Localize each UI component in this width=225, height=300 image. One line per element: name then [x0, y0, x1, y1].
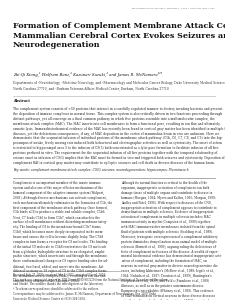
Text: Although its normal function is critical to the health of the
organism, inapprop: Although its normal function is critical…	[121, 181, 222, 300]
Text: Zhi-Qi Xiong,¹ Wolfram Banz,² Kazunari Suzuki,³ and James R. McNamara¹²³: Zhi-Qi Xiong,¹ Wolfram Banz,² Kazunari S…	[13, 72, 162, 77]
Text: Formation of Complement Membrane Attack Complex in
Mammalian Cerebral Cortex Evo: Formation of Complement Membrane Attack …	[13, 22, 225, 49]
Text: The complement system consists of >30 proteins that interact in a carefully regu: The complement system consists of >30 pr…	[13, 107, 225, 165]
Text: Key words: complement membrane attack complex; C9(5) seizures; neurodegeneration: Key words: complement membrane attack co…	[13, 168, 189, 172]
Text: Complement is an important member of the innate immune
system and also one of th: Complement is an important member of the…	[13, 181, 112, 283]
Text: Received July 23, 2001; received July 1, 2001; accepted Nov. 4, 2001.
This work : Received July 23, 2001; received July 1,…	[13, 273, 167, 300]
Text: The Journal of Neuroscience, February 1, 2002 • 22(3):844–860 • 845: The Journal of Neuroscience, February 1,…	[131, 7, 215, 9]
Text: Abstract: Abstract	[13, 99, 30, 103]
Text: Departments of ¹Neurobiology, ²Medicine-Neurology, and ³Pharmacology and Molecul: Departments of ¹Neurobiology, ²Medicine-…	[13, 81, 225, 90]
